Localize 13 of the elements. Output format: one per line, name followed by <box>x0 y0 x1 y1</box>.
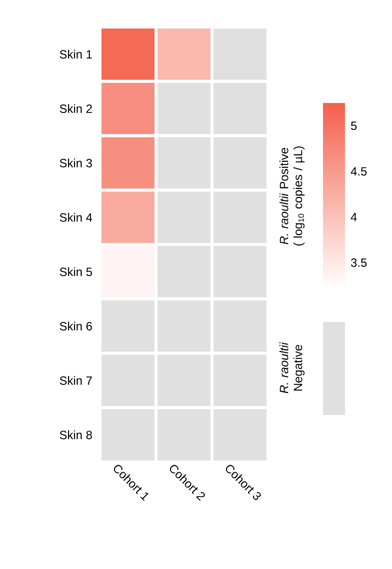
color-bar-label: 3.5 <box>350 258 367 267</box>
y-tick-label: Skin 6 <box>60 322 92 330</box>
color-bar-label: 5 <box>351 122 357 130</box>
y-tick-label: Skin 8 <box>60 430 92 440</box>
text: R. raoultii Negative <box>279 342 305 394</box>
y-tick-label: Skin 4 <box>60 212 92 222</box>
color-bar-label: 4 <box>350 212 357 222</box>
y-tick-label: Skin 1 <box>60 50 92 59</box>
y-tick-label: Skin 2 <box>60 104 92 113</box>
y-tick-label: Skin 5 <box>60 267 92 276</box>
y-tick-label: Skin 3 <box>60 158 92 168</box>
color-bar-label: 4.5 <box>350 167 367 176</box>
y-tick-label: Skin 7 <box>60 376 92 385</box>
